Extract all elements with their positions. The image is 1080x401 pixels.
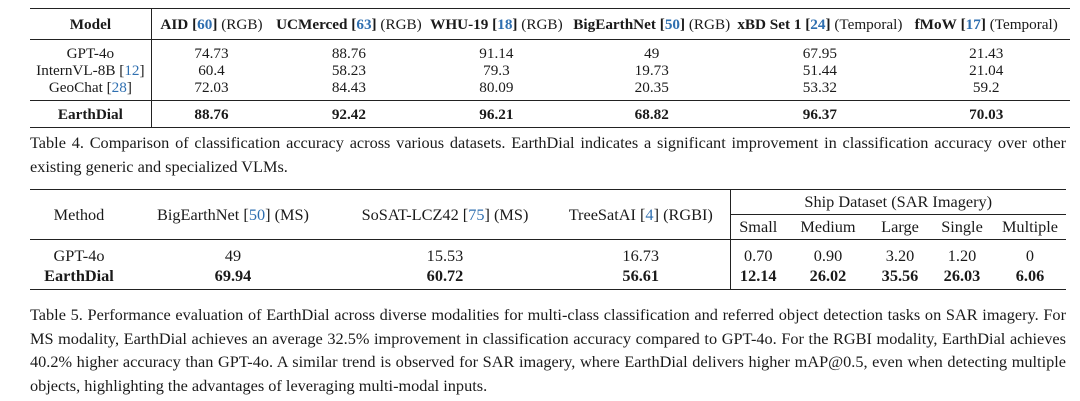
- table-row-highlight: EarthDial 88.76 92.42 96.21 68.82 96.37 …: [30, 100, 1070, 128]
- table4-cell: 80.09: [479, 79, 514, 96]
- table-row: GPT-4o 49 15.53 16.73 0.70 0.90 3.20 1.2…: [30, 239, 1066, 266]
- table5-cell: 49: [224, 246, 242, 265]
- table5-header-small: Small: [730, 214, 786, 240]
- table-5: Method BigEarthNet [50] (MS) SoSAT-LCZ42…: [30, 189, 1066, 290]
- table5-cell: 69.94: [128, 266, 338, 290]
- table4-cell: 70.03: [902, 100, 1070, 128]
- table4-cell: 79.3: [483, 62, 510, 79]
- table5-cell: 3.20: [885, 246, 915, 265]
- table5-cell: 6.06: [994, 266, 1066, 290]
- table4-cell: 49: [644, 45, 660, 62]
- table5-cell: 26.02: [786, 266, 870, 290]
- table5-cell: 35.56: [870, 266, 930, 290]
- table-row: GeoChat [28] 72.03 84.43 80.09 20.35 53.…: [30, 79, 1070, 101]
- table5-method-cell: GPT-4o: [53, 246, 105, 265]
- table4-cell: 88.76: [331, 45, 366, 62]
- table4-cell: 68.82: [566, 100, 738, 128]
- table5-header-method: Method: [30, 189, 128, 240]
- table4-model-cell: EarthDial: [30, 100, 152, 128]
- table4-header-xbd: xBD Set 1 [24] (Temporal): [737, 8, 903, 40]
- table4-cell: 92.42: [271, 100, 427, 128]
- table4-cell: 96.37: [737, 100, 903, 128]
- table4-cell: 21.04: [969, 62, 1004, 79]
- table5-cell: 15.53: [426, 246, 464, 265]
- table4-cell: 53.32: [802, 79, 837, 96]
- table5-header-treesatai: TreeSatAI [4] (RGBI): [552, 189, 731, 240]
- table4-header-bigearthnet: BigEarthNet [50] (RGB): [566, 8, 738, 40]
- table5-header-large: Large: [870, 214, 930, 240]
- table5-header-single: Single: [930, 214, 994, 240]
- table4-cell: 19.73: [634, 62, 669, 79]
- table4-cell: 51.44: [802, 62, 837, 79]
- table4-cell: 84.43: [331, 79, 366, 96]
- table5-cell: 0.90: [813, 246, 843, 265]
- table4-model-cell: GeoChat [28]: [30, 79, 152, 101]
- table4-cell: 59.2: [972, 79, 1000, 96]
- table5-header-medium: Medium: [786, 214, 870, 240]
- table-row-highlight: EarthDial 69.94 60.72 56.61 12.14 26.02 …: [30, 266, 1066, 290]
- table4-caption: Table 4. Comparison of classification ac…: [30, 133, 1066, 176]
- table5-header-multiple: Multiple: [994, 214, 1066, 240]
- table5-cell: 16.73: [552, 239, 731, 266]
- table4-cell: 88.76: [151, 100, 272, 128]
- table4-cell: 96.21: [426, 100, 567, 128]
- table4-cell: 91.14: [479, 45, 514, 62]
- table5-cell: 0: [1025, 246, 1035, 265]
- table5-header-bigearthnet: BigEarthNet [50] (MS): [128, 189, 338, 240]
- table-row: GPT-4o 74.73 88.76 91.14 49 67.95 21.43: [30, 39, 1070, 62]
- table4-header-aid: AID [60] (RGB): [151, 8, 272, 40]
- table4-cell: 74.73: [194, 45, 229, 62]
- table4-cell: 72.03: [194, 79, 229, 96]
- table5-method-cell: EarthDial: [30, 266, 128, 290]
- table4-cell: 20.35: [634, 79, 669, 96]
- table4-model-cell: InternVL-8B [12]: [30, 62, 152, 79]
- table5-cell: 0.70: [744, 246, 773, 265]
- table5-cell: 26.03: [930, 266, 994, 290]
- table5-cell: 60.72: [338, 266, 552, 290]
- table4-header-ucmerced: UCMerced [63] (RGB): [271, 8, 427, 40]
- table4-cell: 67.95: [802, 45, 837, 62]
- table5-cell: 12.14: [730, 266, 786, 290]
- table5-cell: 56.61: [552, 266, 731, 290]
- table4-cell: 60.4: [198, 62, 225, 79]
- table-4: Model AID [60] (RGB) UCMerced [63] (RGB)…: [30, 8, 1070, 128]
- table5-header-sosat: SoSAT-LCZ42 [75] (MS): [338, 189, 552, 240]
- table4-header-model: Model: [30, 8, 152, 40]
- table5-cell: 1.20: [947, 246, 977, 265]
- table-row: InternVL-8B [12] 60.4 58.23 79.3 19.73 5…: [30, 62, 1070, 79]
- table4-cell: 21.43: [969, 45, 1004, 62]
- table4-header-fmow: fMoW [17] (Temporal): [902, 8, 1070, 40]
- table5-caption: Table 5. Performance evaluation of Earth…: [30, 305, 1066, 395]
- table5-header-ship-group: Ship Dataset (SAR Imagery): [730, 189, 1066, 215]
- table4-header-whu19: WHU-19 [18] (RGB): [426, 8, 567, 40]
- table4-model-cell: GPT-4o: [30, 39, 152, 62]
- table4-cell: 58.23: [331, 62, 366, 79]
